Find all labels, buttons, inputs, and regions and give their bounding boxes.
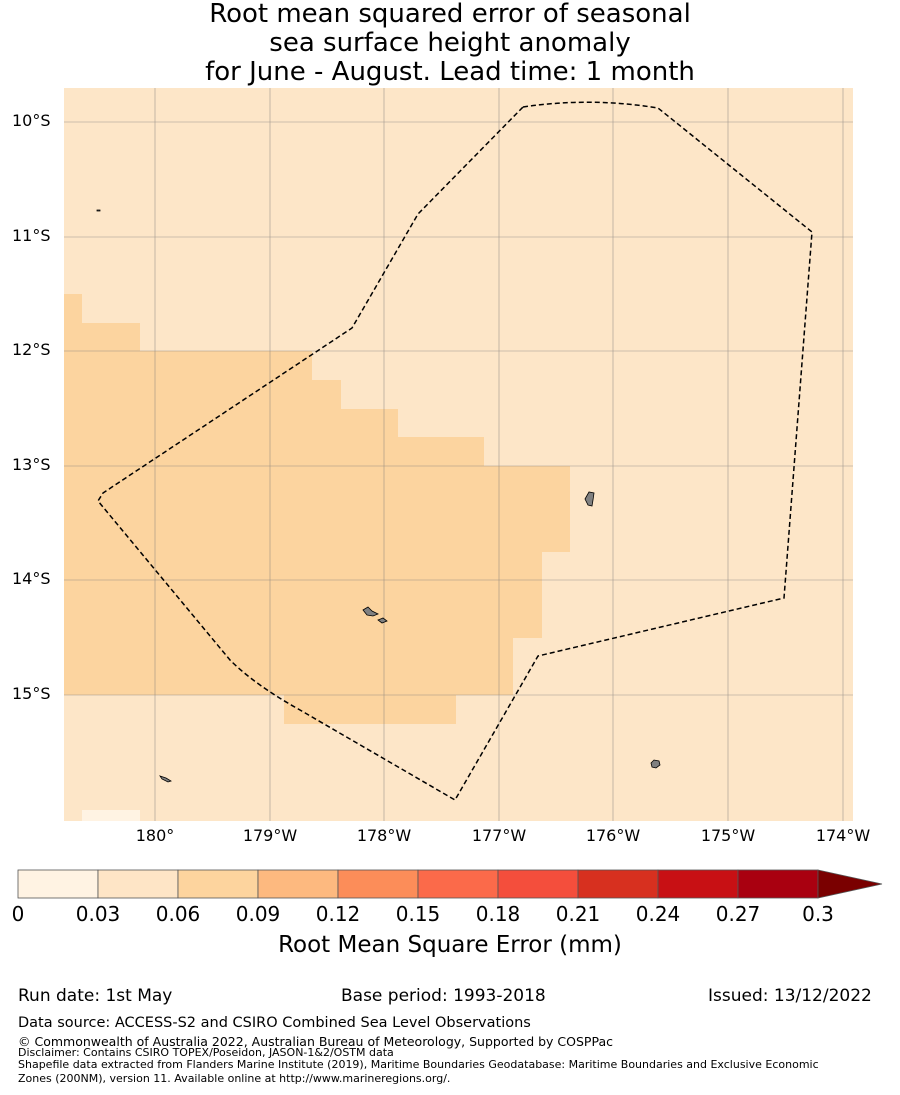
island-central-small-icon: [377, 617, 388, 624]
shapefile-credit-2: Zones (200NM), version 11. Available onl…: [18, 1072, 451, 1085]
run-date: Run date: 1st May: [18, 986, 173, 1006]
map-title: Root mean squared error of seasonal sea …: [0, 0, 900, 87]
copyright: © Commonwealth of Australia 2022, Austra…: [18, 1034, 613, 1049]
colorbar-segment-8: [657, 869, 739, 899]
colorbar-label: Root Mean Square Error (mm): [278, 932, 622, 958]
islands: [96, 209, 661, 783]
colorbar-tick-3: 0.09: [235, 902, 281, 926]
colorbar-segment-0: [17, 869, 99, 899]
colorbar-segment-2: [177, 869, 259, 899]
colorbar-segment-5: [417, 869, 499, 899]
title-line-1: Root mean squared error of seasonal: [209, 0, 691, 29]
lon-label-175w: 175°W: [700, 826, 756, 845]
disclaimer: Disclaimer: Contains CSIRO TOPEX/Poseido…: [18, 1046, 394, 1059]
lon-label-178w: 178°W: [356, 826, 412, 845]
map-panel: [64, 88, 853, 821]
lon-label-174w: 174°W: [815, 826, 871, 845]
eez-boundary: [97, 101, 813, 802]
lat-label-15s: 15°S: [12, 684, 51, 703]
colorbar-tick-7: 0.21: [555, 902, 601, 926]
lat-label-12s: 12°S: [12, 340, 51, 359]
island-far-north-west-icon: [96, 209, 101, 212]
issued-date: Issued: 13/12/2022: [708, 986, 872, 1006]
error-region-mid: [64, 294, 570, 724]
title-line-3: for June - August. Lead time: 1 month: [205, 57, 695, 87]
data-source: Data source: ACCESS-S2 and CSIRO Combine…: [18, 1015, 531, 1031]
colorbar-segment-7: [577, 869, 659, 899]
colorbar-segment-4: [337, 869, 419, 899]
lat-label-10s: 10°S: [12, 111, 51, 130]
island-south-east-icon: [650, 759, 661, 769]
colorbar-extend-arrow: [817, 869, 883, 899]
island-central-icon: [362, 606, 379, 617]
lon-label-176w: 176°W: [585, 826, 641, 845]
lon-label-177w: 177°W: [471, 826, 527, 845]
colorbar-segment-9: [737, 869, 819, 899]
colorbar-tick-6: 0.18: [475, 902, 521, 926]
lon-label-179w: 179°W: [242, 826, 298, 845]
colorbar-segment-1: [97, 869, 179, 899]
colorbar-tick-1: 0.03: [75, 902, 121, 926]
colorbar-tick-5: 0.15: [395, 902, 441, 926]
colorbar-tick-2: 0.06: [155, 902, 201, 926]
island-west-icon: [159, 775, 172, 783]
map-light-cell: [82, 810, 140, 821]
lat-label-14s: 14°S: [12, 569, 51, 588]
lat-label-11s: 11°S: [12, 226, 51, 245]
colorbar-tick-0: 0: [11, 902, 25, 926]
colorbar-segment-3: [257, 869, 339, 899]
colorbar-tick-8: 0.24: [635, 902, 681, 926]
shapefile-credit: Shapefile data extracted from Flanders M…: [18, 1058, 819, 1071]
colorbar-segment-6: [497, 869, 579, 899]
gridlines: [64, 88, 853, 821]
colorbar-tick-4: 0.12: [315, 902, 361, 926]
title-line-2: sea surface height anomaly: [269, 28, 631, 58]
colorbar-tick-10: 0.3: [802, 902, 834, 926]
lat-label-13s: 13°S: [12, 455, 51, 474]
island-north-east-icon: [584, 491, 595, 507]
lon-label-180: 180°: [135, 826, 175, 845]
colorbar: [17, 869, 883, 899]
base-period: Base period: 1993-2018: [341, 986, 546, 1006]
colorbar-tick-9: 0.27: [715, 902, 761, 926]
